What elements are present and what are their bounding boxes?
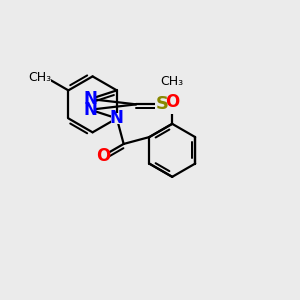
Text: N: N [110,109,124,127]
Bar [111,113,122,124]
Bar [162,71,182,92]
Bar [98,150,109,161]
Bar [160,90,184,113]
Bar [85,93,96,105]
Bar [85,104,96,115]
Text: S: S [156,95,169,113]
Text: N: N [83,101,97,119]
Bar [155,97,170,112]
Text: O: O [165,93,179,111]
Text: O: O [96,147,110,165]
Text: CH₃: CH₃ [28,70,51,84]
Bar [28,65,51,89]
Text: N: N [83,90,97,108]
Text: CH₃: CH₃ [161,75,184,88]
